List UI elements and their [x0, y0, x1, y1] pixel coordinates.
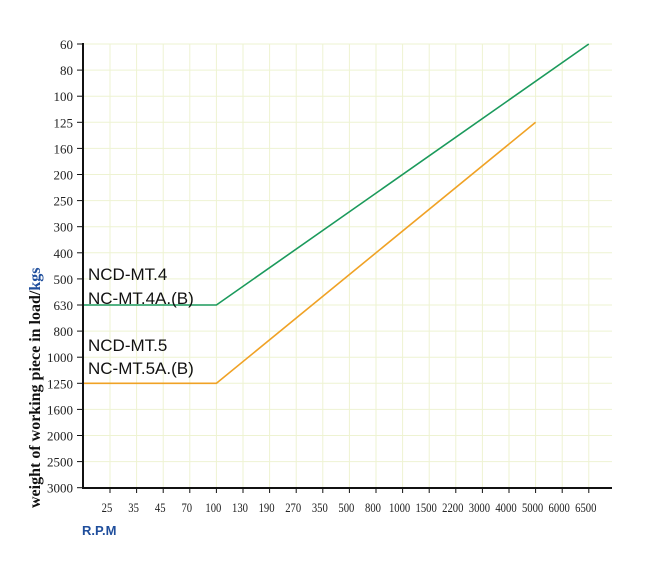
- y-tick-label: 200: [54, 168, 74, 183]
- y-tick-label: 2500: [47, 455, 73, 470]
- y-tick-label: 100: [54, 89, 74, 104]
- y-tick-label: 2000: [47, 429, 73, 444]
- y-tick-label: 630: [54, 298, 74, 313]
- y-axis-ticks: 60 80 100 125 160 200 250 300 400 500 630 800 1000 12…: [47, 37, 83, 496]
- x-axis-label: R.P.M: [82, 523, 116, 538]
- x-tick-label: 45: [155, 500, 166, 515]
- x-tick-label: 6500: [575, 500, 596, 515]
- series-label-mt5-line2: NC-MT.5A.(B): [88, 359, 194, 378]
- y-tick-label: 160: [54, 141, 74, 156]
- x-tick-label: 5000: [522, 500, 543, 515]
- series-lines: [83, 43, 590, 385]
- x-tick-label: 190: [259, 500, 275, 515]
- y-axis-label-text: weight of working piece in load/: [27, 290, 44, 508]
- series-line-mt4: [83, 43, 590, 306]
- y-axis-label: weight of working piece in load/kgs: [27, 268, 44, 508]
- x-tick-label: 35: [128, 500, 139, 515]
- x-tick-label: 25: [102, 500, 113, 515]
- series-label-mt4-line1: NCD-MT.4: [88, 265, 167, 284]
- series-label-mt5-line1: NCD-MT.5: [88, 336, 167, 355]
- series-label-mt4-line2: NC-MT.4A.(B): [88, 289, 194, 308]
- x-tick-label: 1500: [416, 500, 437, 515]
- y-tick-label: 800: [54, 324, 74, 339]
- y-tick-label: 1000: [47, 350, 73, 365]
- x-tick-label: 2200: [442, 500, 463, 515]
- y-tick-label: 60: [60, 37, 73, 52]
- grid: [83, 43, 612, 488]
- x-tick-label: 270: [285, 500, 301, 515]
- y-tick-label: 250: [54, 194, 74, 209]
- y-tick-label: 400: [54, 246, 74, 261]
- x-tick-label: 100: [205, 500, 221, 515]
- x-tick-label: 500: [338, 500, 354, 515]
- y-tick-label: 1250: [47, 376, 73, 391]
- x-axis-ticks: 25 35 45 70 100 130 190 270 350 500 800 1000 1500 220…: [102, 488, 597, 515]
- y-tick-label: 3000: [47, 481, 73, 496]
- y-tick-label: 300: [54, 220, 74, 235]
- x-tick-label: 70: [181, 500, 192, 515]
- x-tick-label: 130: [232, 500, 248, 515]
- x-tick-label: 1000: [389, 500, 410, 515]
- series-line-mt5: [83, 121, 537, 385]
- y-tick-label: 500: [54, 272, 74, 287]
- x-tick-label: 6000: [549, 500, 570, 515]
- x-tick-label: 3000: [469, 500, 490, 515]
- y-tick-label: 1600: [47, 402, 73, 417]
- x-tick-label: 350: [312, 500, 328, 515]
- x-tick-label: 800: [365, 500, 381, 515]
- x-tick-label: 4000: [495, 500, 516, 515]
- y-tick-label: 125: [54, 115, 74, 130]
- y-tick-label: 80: [60, 63, 73, 78]
- y-axis-unit: kgs: [27, 268, 44, 291]
